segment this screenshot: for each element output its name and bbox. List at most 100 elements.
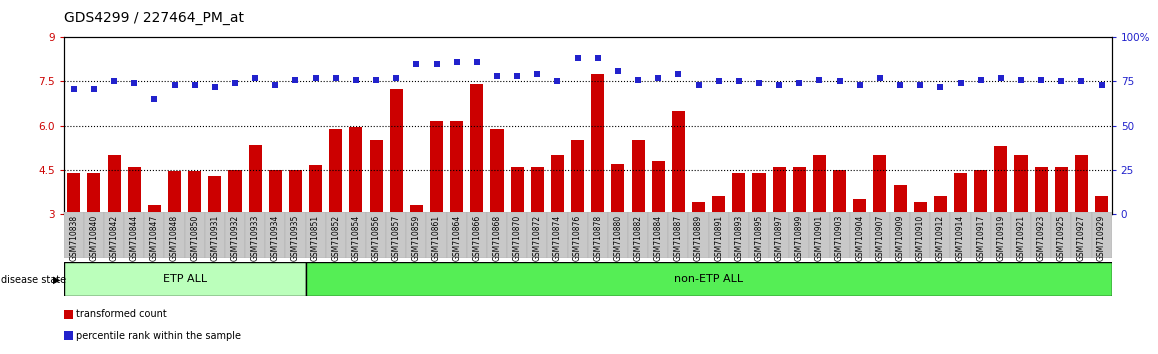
Point xyxy=(1092,82,1111,88)
Bar xyxy=(527,212,548,258)
Bar xyxy=(648,212,668,258)
Point xyxy=(749,80,768,86)
Bar xyxy=(974,170,988,214)
Text: GSM710868: GSM710868 xyxy=(492,215,501,261)
Bar xyxy=(325,212,346,258)
Point xyxy=(1051,79,1070,84)
Text: GSM710866: GSM710866 xyxy=(472,215,482,261)
Point xyxy=(508,73,527,79)
Bar xyxy=(873,155,887,214)
Bar xyxy=(127,167,141,214)
Point xyxy=(85,86,103,91)
Point xyxy=(871,75,889,81)
Text: GSM710903: GSM710903 xyxy=(835,215,844,261)
Point xyxy=(387,75,405,81)
Point xyxy=(931,84,950,90)
Text: GSM710927: GSM710927 xyxy=(1077,215,1086,261)
Text: GSM710935: GSM710935 xyxy=(291,215,300,261)
Point xyxy=(65,86,83,91)
Bar xyxy=(168,171,181,214)
Bar xyxy=(1011,212,1031,258)
Point xyxy=(629,77,647,82)
Bar xyxy=(245,212,265,258)
Bar xyxy=(790,212,809,258)
Point xyxy=(185,82,204,88)
Bar xyxy=(652,161,665,214)
Bar xyxy=(329,129,343,214)
Bar xyxy=(1014,155,1027,214)
Text: ETP ALL: ETP ALL xyxy=(162,274,206,284)
Text: GSM710904: GSM710904 xyxy=(856,215,864,261)
Bar xyxy=(933,196,947,214)
Bar xyxy=(914,202,926,214)
Bar xyxy=(728,212,749,258)
Bar xyxy=(809,212,829,258)
Point xyxy=(730,79,748,84)
Text: GSM710840: GSM710840 xyxy=(89,215,98,261)
Point xyxy=(327,75,345,81)
Point xyxy=(125,80,144,86)
Bar xyxy=(164,212,184,258)
Point xyxy=(850,82,868,88)
Point xyxy=(770,82,789,88)
Text: GSM710859: GSM710859 xyxy=(412,215,420,261)
Bar xyxy=(390,89,403,214)
Bar xyxy=(1095,196,1108,214)
Bar xyxy=(87,173,101,214)
Text: GSM710931: GSM710931 xyxy=(211,215,219,261)
Bar xyxy=(954,173,967,214)
Point xyxy=(648,75,667,81)
Bar xyxy=(450,121,463,214)
Text: disease state: disease state xyxy=(1,275,66,285)
Bar xyxy=(346,212,366,258)
Point xyxy=(145,96,163,102)
Text: GSM710889: GSM710889 xyxy=(694,215,703,261)
Text: GSM710897: GSM710897 xyxy=(775,215,784,261)
Bar xyxy=(64,212,83,258)
Bar xyxy=(184,212,205,258)
Bar xyxy=(672,111,684,214)
Text: GSM710864: GSM710864 xyxy=(452,215,461,261)
Bar xyxy=(1034,167,1048,214)
Bar xyxy=(369,141,382,214)
Text: percentile rank within the sample: percentile rank within the sample xyxy=(76,331,241,341)
Bar xyxy=(1071,212,1092,258)
Bar xyxy=(910,212,930,258)
Point xyxy=(206,84,225,90)
Bar xyxy=(951,212,970,258)
Bar xyxy=(205,212,225,258)
Bar xyxy=(83,212,104,258)
Text: GSM710891: GSM710891 xyxy=(714,215,724,261)
Bar xyxy=(430,121,444,214)
Text: GSM710850: GSM710850 xyxy=(190,215,199,261)
Bar xyxy=(104,212,124,258)
Bar xyxy=(548,212,567,258)
Bar xyxy=(225,212,245,258)
Point xyxy=(588,56,607,61)
Point xyxy=(811,77,829,82)
Bar xyxy=(1092,212,1112,258)
Bar xyxy=(793,167,806,214)
Point xyxy=(1072,79,1091,84)
Bar xyxy=(608,212,628,258)
Point xyxy=(346,77,365,82)
Bar xyxy=(567,212,588,258)
Text: GSM710910: GSM710910 xyxy=(916,215,925,261)
Bar xyxy=(366,212,386,258)
Text: GSM710874: GSM710874 xyxy=(554,215,562,261)
Bar xyxy=(850,212,870,258)
Point xyxy=(891,82,909,88)
Point xyxy=(266,82,285,88)
Text: GDS4299 / 227464_PM_at: GDS4299 / 227464_PM_at xyxy=(64,11,243,25)
Bar xyxy=(410,205,423,214)
Bar xyxy=(571,141,584,214)
Bar xyxy=(306,212,325,258)
Text: GSM710933: GSM710933 xyxy=(250,215,259,261)
Bar xyxy=(309,166,322,214)
Text: transformed count: transformed count xyxy=(76,309,167,319)
Text: GSM710919: GSM710919 xyxy=(996,215,1005,261)
Point xyxy=(669,72,688,77)
Text: GSM710893: GSM710893 xyxy=(734,215,743,261)
Text: GSM710856: GSM710856 xyxy=(372,215,381,261)
Bar xyxy=(753,173,765,214)
